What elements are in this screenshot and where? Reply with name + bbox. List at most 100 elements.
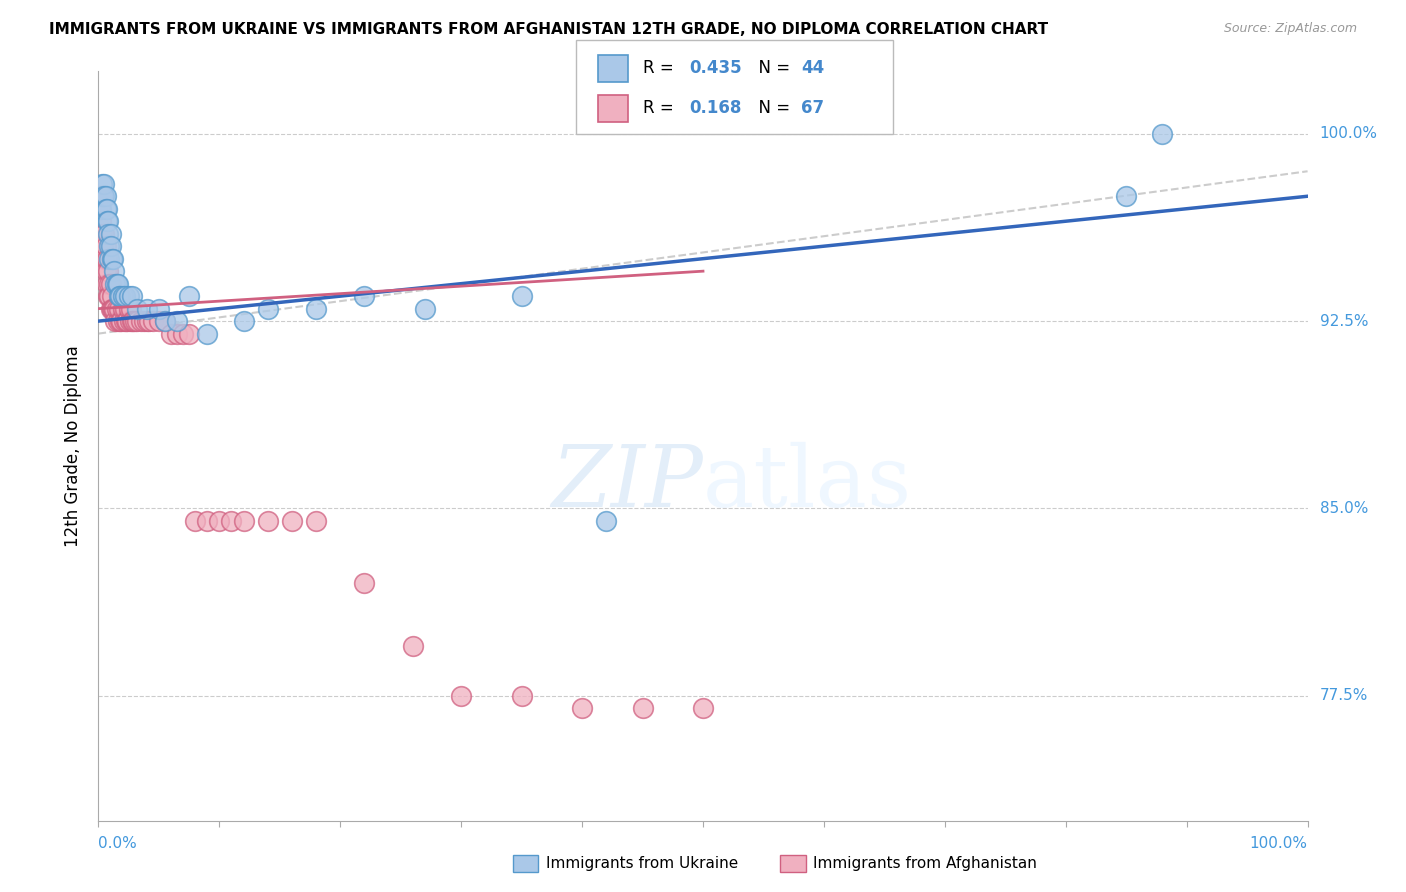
Point (166, 314, 188, 328)
Point (118, 314, 141, 328)
Point (98, 239, 121, 253)
Point (127, 301, 149, 316)
Point (413, 301, 436, 316)
Point (103, 301, 125, 316)
Point (97, 227, 120, 241)
Point (101, 252, 124, 266)
Point (120, 301, 142, 316)
Point (122, 314, 145, 328)
Point (91, 227, 114, 241)
Point (108, 289, 131, 303)
Text: 85.0%: 85.0% (1320, 501, 1368, 516)
Point (93, 252, 115, 266)
Point (1115, 189, 1137, 203)
Point (121, 314, 143, 328)
Point (631, 701, 654, 715)
Point (402, 639, 425, 653)
Point (108, 314, 131, 328)
Point (232, 514, 254, 528)
Text: 0.0%: 0.0% (98, 836, 138, 851)
Point (118, 301, 141, 316)
Point (450, 689, 472, 703)
Point (129, 314, 152, 328)
Point (305, 301, 328, 316)
Point (97, 264, 120, 278)
Text: 100.0%: 100.0% (1250, 836, 1308, 851)
Point (153, 314, 176, 328)
Point (90, 189, 112, 203)
Point (108, 301, 131, 316)
Point (160, 326, 183, 341)
Point (305, 514, 328, 528)
Point (98, 289, 121, 303)
Point (94, 239, 117, 253)
Point (121, 289, 143, 303)
Text: 100.0%: 100.0% (1320, 127, 1378, 141)
Point (135, 301, 157, 316)
Point (100, 227, 122, 241)
Point (256, 514, 278, 528)
Text: N =: N = (748, 60, 796, 78)
Point (595, 514, 617, 528)
Point (135, 314, 157, 328)
Text: atlas: atlas (703, 442, 912, 525)
Point (100, 239, 122, 253)
Y-axis label: 12th Grade, No Diploma: 12th Grade, No Diploma (65, 345, 83, 547)
Point (179, 326, 201, 341)
Point (127, 314, 149, 328)
Point (91, 177, 114, 191)
Point (90, 202, 112, 216)
Point (105, 277, 128, 291)
Point (96, 202, 118, 216)
Text: R =: R = (643, 60, 679, 78)
Point (100, 301, 122, 316)
Point (148, 314, 170, 328)
Point (91, 189, 114, 203)
Point (90, 214, 112, 228)
Point (281, 514, 304, 528)
Point (104, 314, 127, 328)
Point (100, 289, 122, 303)
Point (89, 189, 111, 203)
Point (110, 314, 132, 328)
Point (134, 314, 156, 328)
Point (692, 701, 714, 715)
Point (94, 189, 117, 203)
Point (510, 289, 533, 303)
Point (104, 277, 127, 291)
Point (184, 514, 207, 528)
Point (221, 514, 243, 528)
Point (96, 214, 118, 228)
Point (510, 689, 533, 703)
Text: 92.5%: 92.5% (1320, 314, 1368, 328)
Text: 67: 67 (801, 99, 824, 117)
Text: N =: N = (748, 99, 796, 117)
Point (111, 301, 134, 316)
Point (96, 252, 118, 266)
Point (105, 301, 128, 316)
Point (114, 289, 136, 303)
Point (97, 214, 120, 228)
Text: 0.168: 0.168 (689, 99, 741, 117)
Point (124, 314, 146, 328)
Point (166, 326, 188, 341)
Point (107, 277, 129, 291)
Point (179, 289, 201, 303)
Point (208, 514, 231, 528)
Point (91, 239, 114, 253)
Point (91, 189, 114, 203)
Point (232, 314, 254, 328)
Point (94, 264, 117, 278)
Point (94, 202, 117, 216)
Point (112, 314, 135, 328)
Text: 77.5%: 77.5% (1320, 689, 1368, 703)
Point (93, 177, 115, 191)
Point (107, 314, 129, 328)
Point (115, 314, 138, 328)
Point (117, 314, 139, 328)
Point (93, 227, 115, 241)
Point (103, 264, 125, 278)
Point (353, 576, 375, 591)
Text: 0.435: 0.435 (689, 60, 741, 78)
Point (142, 314, 165, 328)
